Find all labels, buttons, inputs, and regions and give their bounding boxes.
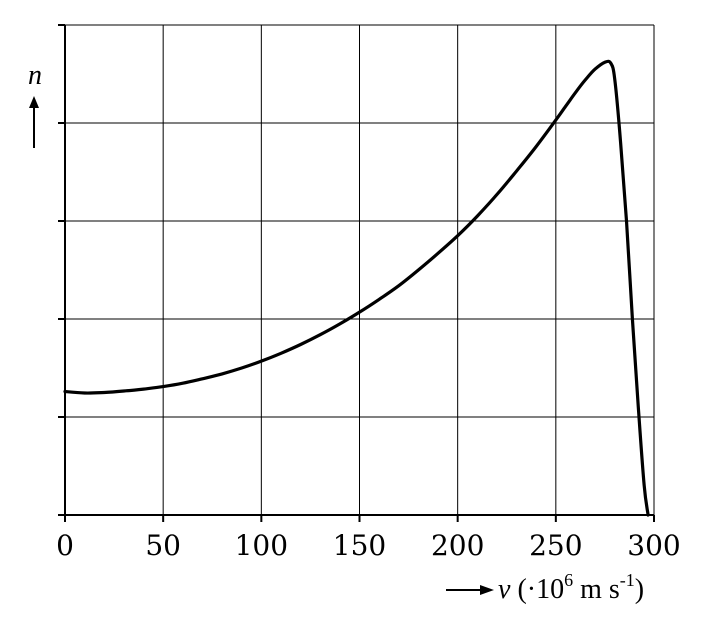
grid — [65, 24, 655, 515]
x-axis-unit-middle: m s — [573, 574, 620, 605]
x-tick-label-6: 300 — [627, 529, 680, 562]
x-axis-unit-suffix: ) — [635, 574, 644, 605]
series-line-0 — [63, 59, 650, 517]
x-tick-label-4: 200 — [431, 529, 484, 562]
x-axis-arrow-head — [480, 585, 494, 595]
series — [63, 59, 650, 517]
x-axis-label: v (·106 m s-1) — [446, 570, 644, 605]
y-axis-arrow-head — [29, 96, 39, 108]
x-axis-unit-prefix: (·10 — [510, 574, 564, 605]
x-tick-label-2: 100 — [235, 529, 288, 562]
y-axis-label: n — [28, 60, 42, 148]
x-tick-label-3: 150 — [333, 529, 386, 562]
x-tick-label-5: 250 — [529, 529, 582, 562]
x-tick-label-0: 0 — [56, 529, 74, 562]
y-axis-label-text: n — [28, 60, 42, 91]
axes — [58, 24, 655, 522]
x-axis-unit-exponent: 6 — [564, 570, 573, 590]
x-axis-unit-exponent-2: -1 — [620, 570, 635, 590]
x-axis-symbol: v — [498, 574, 511, 605]
x-axis-label-text: v (·106 m s-1) — [498, 570, 644, 605]
x-tick-labels: 0 50 100 150 200 250 300 — [56, 529, 681, 562]
x-tick-label-1: 50 — [145, 529, 181, 562]
